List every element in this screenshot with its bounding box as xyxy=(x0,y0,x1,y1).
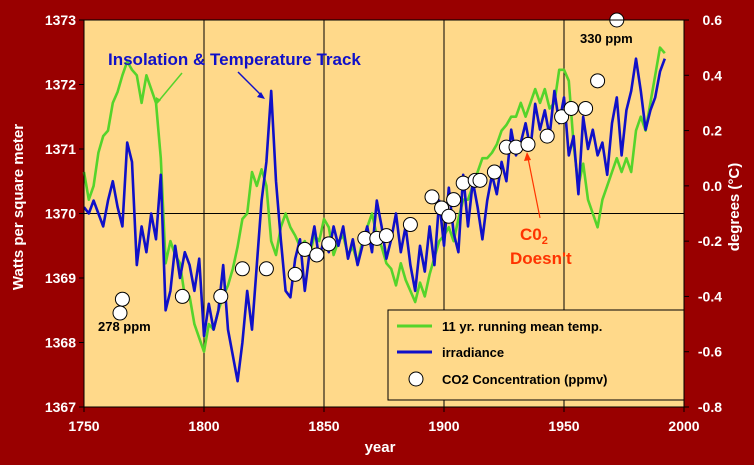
co2-point xyxy=(520,136,536,152)
y-tick-label-left: 1372 xyxy=(45,77,76,93)
co2-annotation-line1: C02 xyxy=(520,225,548,247)
insolation-annotation: Insolation & Temperature Track xyxy=(108,50,361,69)
co2-point xyxy=(234,261,250,277)
co2-point xyxy=(563,100,579,116)
x-tick-label: 1800 xyxy=(188,418,219,434)
co2-point xyxy=(378,228,394,244)
insolation-arrowhead-green xyxy=(155,97,161,106)
ppm-label-low: 278 ppm xyxy=(98,319,151,334)
co2-point xyxy=(287,266,303,282)
co2-point xyxy=(554,109,570,125)
co2-annotation-line2: Doesn't xyxy=(510,249,572,268)
y-tick-label-right: -0.2 xyxy=(698,233,722,249)
co2-point xyxy=(258,261,274,277)
co2-point xyxy=(402,217,418,233)
co2-point xyxy=(112,305,128,321)
y-tick-label-right: 0.0 xyxy=(703,178,723,194)
y-tick-label-left: 1369 xyxy=(45,270,76,286)
insolation-arrow-blue xyxy=(237,71,263,97)
co2-point xyxy=(174,288,190,304)
co2-point xyxy=(114,291,130,307)
series-layer xyxy=(82,46,667,383)
co2-point xyxy=(321,236,337,252)
x-tick-label: 1900 xyxy=(428,418,459,434)
y-tick-label-left: 1370 xyxy=(45,206,76,222)
tick-labels: 1750 1800 1850 1900 1950 2000 1367 1368 1369 1370… xyxy=(45,12,722,434)
y-tick-label-right: 0.2 xyxy=(703,123,723,139)
x-tick-label: 1850 xyxy=(308,418,339,434)
y-tick-label-right: -0.6 xyxy=(698,344,722,360)
ppm-label-high: 330 ppm xyxy=(580,31,633,46)
y-tick-label-left: 1373 xyxy=(45,12,76,28)
plot-frame xyxy=(83,19,685,408)
legend-label-irradiance: irradiance xyxy=(442,345,504,360)
co2-point xyxy=(590,73,606,89)
co2-point xyxy=(446,192,462,208)
co2-point xyxy=(472,172,488,188)
x-tick-label: 1750 xyxy=(68,418,99,434)
co2-point xyxy=(486,164,502,180)
co2-point xyxy=(578,100,594,116)
co2-point xyxy=(213,288,229,304)
insolation-arrow-green xyxy=(156,72,183,104)
x-axis-label: year xyxy=(365,439,396,456)
legend-swatch-co2 xyxy=(408,371,424,387)
co2-point xyxy=(539,128,555,144)
y-axis-label-right: degrees (°C) xyxy=(726,163,743,252)
y-tick-label-right: -0.8 xyxy=(698,399,722,415)
legend-box xyxy=(387,309,685,401)
y-tick-label-right: 0.6 xyxy=(703,12,723,28)
x-tick-label: 1950 xyxy=(548,418,579,434)
y-tick-label-left: 1368 xyxy=(45,335,76,351)
co2-point xyxy=(424,189,440,205)
y-axis-label-left: Watts per square meter xyxy=(10,124,27,290)
insolation-arrowhead-blue xyxy=(257,92,265,99)
y-tick-label-right: 0.4 xyxy=(703,67,723,83)
co2-point xyxy=(441,208,457,224)
co2-point xyxy=(309,247,325,263)
legend-label-temp: 11 yr. running mean temp. xyxy=(442,319,602,334)
legend: 11 yr. running mean temp. irradiance CO2… xyxy=(387,309,685,401)
co2-arrow xyxy=(527,157,541,219)
co2-arrowhead xyxy=(524,152,531,161)
series-line-irradiance xyxy=(82,57,667,383)
legend-label-co2: CO2 Concentration (ppmv) xyxy=(442,372,607,387)
y-tick-label-left: 1367 xyxy=(45,399,76,415)
y-tick-label-left: 1371 xyxy=(45,141,76,157)
y-tick-label-right: -0.4 xyxy=(698,288,722,304)
x-tick-label: 2000 xyxy=(668,418,699,434)
